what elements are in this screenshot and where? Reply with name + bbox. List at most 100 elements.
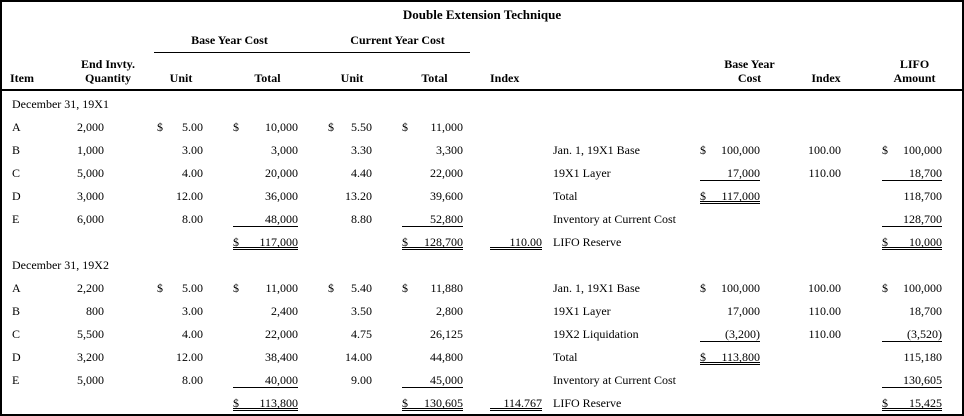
item-cell: A	[10, 116, 62, 139]
base-total-cost-cell: $10,000	[230, 116, 305, 139]
cell-value: LIFO Reserve	[553, 396, 622, 410]
cell-value: 38,400	[265, 350, 298, 364]
lifo-amount-cell: 115,180	[879, 346, 950, 369]
cell-value: 8.80	[351, 212, 372, 226]
current-total-column-header: Total	[421, 71, 448, 85]
cell-value: 118,700	[903, 189, 942, 203]
cost-group-headers: Base Year Cost Current Year Cost	[154, 28, 470, 53]
section-label-text: December 31, 19X2	[12, 258, 109, 272]
cell-value: 113,800	[721, 350, 760, 364]
cell-value: Total	[553, 350, 578, 364]
cell-value: 22,000	[430, 166, 463, 180]
description-cell: Jan. 1, 19X1 Base	[553, 277, 697, 300]
cell-value: 18,700	[909, 166, 942, 180]
current-unit-cost-cell: 14.00	[325, 346, 379, 369]
base-unit-cost-cell: $5.00	[154, 277, 208, 300]
current-unit-cost-cell: 9.00	[325, 369, 379, 392]
table-body: December 31, 19X1 A 2,000 $5.00 $10,000 $5.50…	[2, 91, 962, 414]
cell-value: 110.00	[808, 327, 841, 341]
cell-value: 12.00	[176, 189, 203, 203]
base-total-cost-cell: 2,400	[230, 300, 305, 323]
cell-value: 10,000	[909, 235, 942, 249]
cell-value: 100,000	[721, 281, 760, 295]
quantity-cell: 6,000	[62, 208, 108, 231]
cell-value: 4.00	[182, 327, 203, 341]
cell-value: 22,000	[265, 327, 298, 341]
cell-value: 3,200	[77, 350, 104, 364]
right-base-year-cost-cell: (3,200)	[697, 323, 765, 346]
base-total-cost-cell: 48,000	[230, 208, 305, 231]
cell-value: (3,520)	[907, 327, 942, 341]
description-cell: Total	[553, 346, 697, 369]
cell-value: 3.30	[351, 143, 372, 157]
item-cell: B	[10, 300, 62, 323]
cell-value: B	[12, 143, 21, 157]
base-total-cost-cell: 22,000	[230, 323, 305, 346]
quantity-cell: 2,200	[62, 277, 108, 300]
page-title: Double Extension Technique	[402, 7, 562, 22]
current-total-cost-cell: $130,605	[399, 392, 470, 414]
right-index-cell: 110.00	[802, 162, 850, 185]
base-total-cost-cell: 36,000	[230, 185, 305, 208]
cell-value: 100,000	[903, 143, 942, 157]
cell-value: 128,700	[424, 235, 463, 249]
cell-value: 117,000	[721, 189, 760, 203]
cell-value: 100.00	[808, 281, 841, 295]
table-row: D 3,200 12.00 38,400 14.00 44,800 Total $113,80…	[2, 346, 962, 369]
description-cell: 19X2 Liquidation	[553, 323, 697, 346]
cell-value: 36,000	[265, 189, 298, 203]
lifo-amount-cell: $100,000	[879, 277, 950, 300]
lifo-amount-cell: 118,700	[879, 185, 950, 208]
cell-value: 5.50	[351, 120, 372, 134]
dollar-sign: $	[157, 120, 163, 134]
current-total-cost-cell: 22,000	[399, 162, 470, 185]
item-cell: E	[10, 208, 62, 231]
quantity-cell: 1,000	[62, 139, 108, 162]
cell-value: 52,800	[430, 212, 463, 226]
section-label: December 31, 19X2	[10, 254, 305, 277]
description-cell: Jan. 1, 19X1 Base	[553, 139, 697, 162]
base-unit-cost-cell: 12.00	[154, 346, 208, 369]
description-cell: 19X1 Layer	[553, 300, 697, 323]
cell-value: 26,125	[430, 327, 463, 341]
base-unit-cost-cell: 8.00	[154, 369, 208, 392]
dollar-sign: $	[233, 235, 239, 249]
cell-value: 5.00	[182, 120, 203, 134]
cell-value: E	[12, 373, 20, 387]
cell-value: Inventory at Current Cost	[553, 212, 676, 226]
description-cell: 19X1 Layer	[553, 162, 697, 185]
quantity-cell: 2,000	[62, 116, 108, 139]
table-row: $113,800 $130,605 114.767 LIFO Reserve $15,4…	[2, 392, 962, 414]
dollar-sign: $	[700, 281, 706, 295]
cell-value: 8.00	[182, 212, 203, 226]
base-unit-cost-cell: 4.00	[154, 323, 208, 346]
quantity-cell: 3,000	[62, 185, 108, 208]
lifo-header-line1: LIFO	[899, 57, 930, 71]
dollar-sign: $	[233, 281, 239, 295]
dollar-sign: $	[882, 235, 888, 249]
cell-value: 3.00	[182, 143, 203, 157]
cell-value: 9.00	[351, 373, 372, 387]
cell-value: 5,500	[77, 327, 104, 341]
cell-value: 3.00	[182, 304, 203, 318]
description-cell: LIFO Reserve	[553, 392, 697, 414]
cell-value: A	[12, 281, 21, 295]
cell-value: 18,700	[909, 304, 942, 318]
quantity-header-line1: End Invty.	[80, 57, 136, 71]
dollar-sign: $	[700, 143, 706, 157]
cell-value: 17,000	[727, 166, 760, 180]
dollar-sign: $	[328, 120, 334, 134]
base-year-cost-group-label: Base Year Cost	[191, 32, 268, 47]
table-header: Double Extension Technique Base Year Cos…	[2, 2, 962, 91]
cell-value: 3,000	[271, 143, 298, 157]
description-cell: Inventory at Current Cost	[553, 369, 697, 392]
current-total-cost-cell: 2,800	[399, 300, 470, 323]
cell-value: 2,800	[436, 304, 463, 318]
current-unit-cost-cell: 4.40	[325, 162, 379, 185]
current-total-cost-cell: 44,800	[399, 346, 470, 369]
right-index-cell: 100.00	[802, 139, 850, 162]
cell-value: 11,880	[430, 281, 463, 295]
dollar-sign: $	[402, 120, 408, 134]
cell-value: 45,000	[430, 373, 463, 387]
cell-value: 40,000	[265, 373, 298, 387]
